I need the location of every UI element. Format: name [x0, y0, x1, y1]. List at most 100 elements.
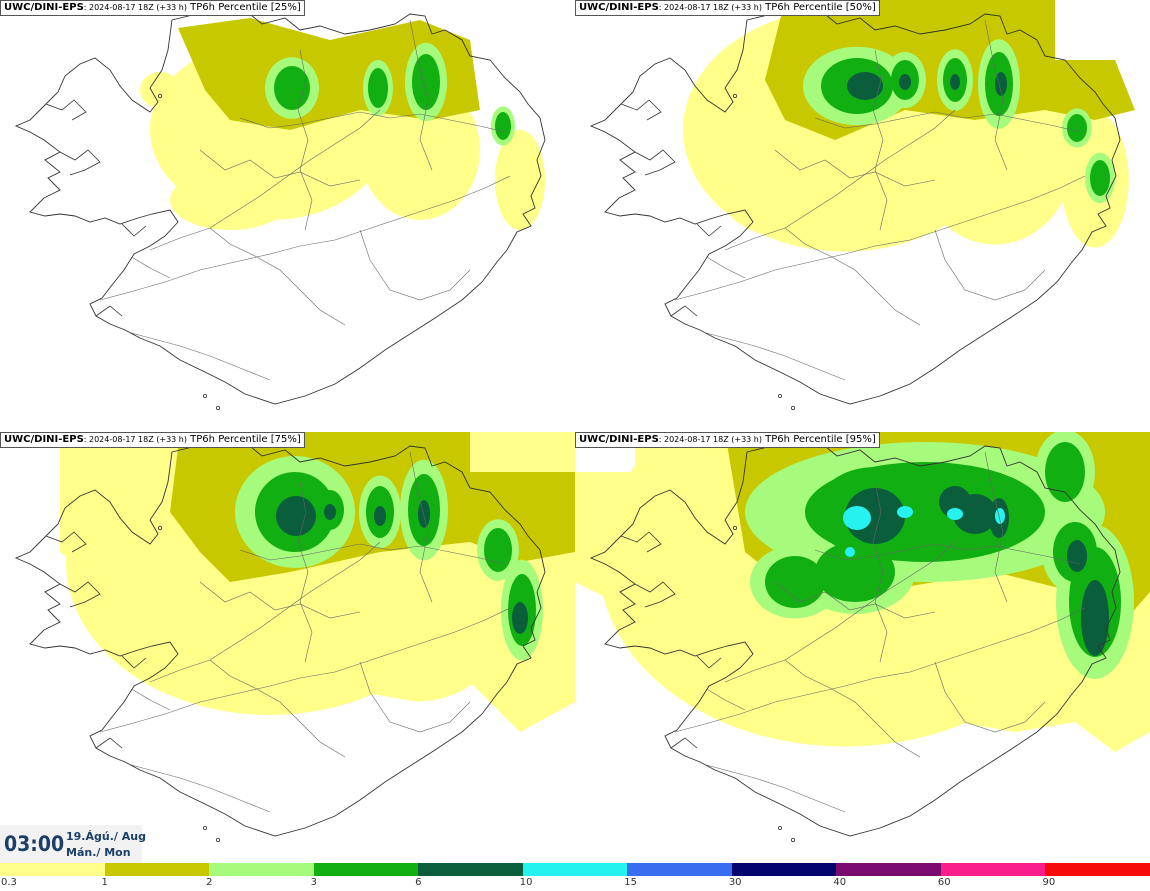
legend-swatch	[209, 863, 315, 876]
precip-zone	[374, 506, 386, 526]
map-panel-p75: UWC/DINI-EPS: 2024-08-17 18Z (+33 h) TP6…	[0, 432, 575, 862]
road	[297, 481, 313, 663]
precip-map	[575, 432, 1150, 842]
road	[724, 541, 956, 683]
island	[215, 837, 220, 842]
precip-zone	[495, 112, 511, 140]
island	[790, 837, 795, 842]
parameter-label: TP6h Percentile [50%]	[765, 2, 876, 13]
parameter-label: TP6h Percentile [25%]	[190, 2, 301, 13]
legend-swatch	[522, 863, 628, 876]
legend-tick: 0.3	[1, 877, 17, 888]
legend-swatch	[0, 863, 106, 876]
color-legend	[0, 863, 1150, 876]
precip-zone	[368, 68, 388, 108]
precip-zone	[412, 54, 440, 110]
valid-time: 03:00	[4, 832, 65, 856]
precip-zone	[324, 504, 336, 520]
precip-zone	[1067, 540, 1087, 572]
road	[409, 19, 433, 171]
precip-map	[14, 432, 575, 842]
precip-zone	[843, 506, 871, 530]
road	[409, 451, 433, 603]
legend-tick: 40	[833, 877, 847, 888]
legend-tick: 30	[728, 877, 742, 888]
legend-swatch	[104, 863, 210, 876]
road	[239, 111, 506, 133]
precip-zone	[708, 65, 762, 115]
legend-swatch	[940, 863, 1046, 876]
road-network	[89, 19, 511, 381]
island	[732, 526, 737, 531]
precip-zone	[1081, 580, 1109, 656]
model-name: UWC/DINI-EPS	[579, 2, 659, 13]
road	[694, 329, 846, 381]
precip-zone	[178, 18, 480, 130]
precip-zone	[276, 496, 316, 536]
road	[99, 175, 511, 301]
road	[674, 175, 1086, 301]
road	[199, 581, 361, 619]
road	[359, 229, 471, 301]
precip-zone	[939, 486, 971, 518]
road	[774, 581, 936, 619]
legend-tick-labels: 0.3 1 2 3 6 10 15 30 40 60 90	[0, 876, 1150, 891]
road	[209, 227, 346, 326]
valid-weekday: Mán./ Mon	[66, 846, 131, 859]
precip-layer	[575, 432, 1150, 752]
road	[199, 149, 361, 187]
road	[99, 607, 511, 733]
legend-tick: 60	[937, 877, 951, 888]
island	[215, 405, 220, 410]
road	[934, 661, 1046, 733]
legend-tick: 6	[415, 877, 422, 888]
model-name: UWC/DINI-EPS	[579, 434, 659, 445]
road	[934, 229, 1046, 301]
road	[694, 761, 846, 813]
road	[814, 111, 1081, 133]
map-panel-p95: UWC/DINI-EPS: 2024-08-17 18Z (+33 h) TP6…	[575, 432, 1150, 862]
precip-layer	[683, 0, 1135, 252]
legend-swatch	[836, 863, 942, 876]
map-panel-p25: UWC/DINI-EPS: 2024-08-17 18Z (+33 h) TP6…	[0, 0, 575, 430]
precip-zone	[495, 130, 545, 230]
road	[814, 543, 1081, 565]
coastline-detail	[620, 531, 722, 749]
coastline-detail	[620, 99, 722, 317]
precip-zone	[128, 581, 332, 683]
precip-zone	[484, 528, 512, 572]
road	[984, 451, 1008, 603]
precip-zone	[418, 500, 430, 528]
run-info: : 2024-08-17 18Z (+33 h)	[658, 3, 762, 12]
coastline	[589, 9, 1121, 405]
road	[674, 607, 1086, 733]
road	[984, 19, 1008, 171]
legend-tick: 90	[1042, 877, 1056, 888]
model-name: UWC/DINI-EPS	[4, 2, 84, 13]
valid-time-box	[0, 825, 142, 863]
precip-zone	[765, 556, 825, 608]
parameter-label: TP6h Percentile [95%]	[765, 434, 876, 445]
run-info: : 2024-08-17 18Z (+33 h)	[658, 435, 762, 444]
road	[149, 109, 381, 251]
road	[149, 541, 381, 683]
run-info: : 2024-08-17 18Z (+33 h)	[83, 435, 187, 444]
road	[239, 543, 506, 565]
legend-tick: 15	[624, 877, 637, 888]
precip-zone	[1090, 160, 1110, 196]
precip-zone	[512, 602, 528, 634]
road	[774, 149, 936, 187]
legend-swatch	[731, 863, 837, 876]
island	[732, 94, 737, 99]
road	[119, 761, 271, 813]
legend-tick: 10	[519, 877, 533, 888]
legend-swatch	[313, 863, 419, 876]
coastline	[14, 441, 546, 837]
road	[724, 109, 956, 251]
run-info: : 2024-08-17 18Z (+33 h)	[83, 3, 187, 12]
coastline	[14, 9, 546, 405]
legend-swatch	[627, 863, 733, 876]
panel-title: UWC/DINI-EPS: 2024-08-17 18Z (+33 h) TP6…	[0, 432, 305, 448]
panel-title: UWC/DINI-EPS: 2024-08-17 18Z (+33 h) TP6…	[0, 0, 305, 16]
island	[202, 393, 207, 398]
